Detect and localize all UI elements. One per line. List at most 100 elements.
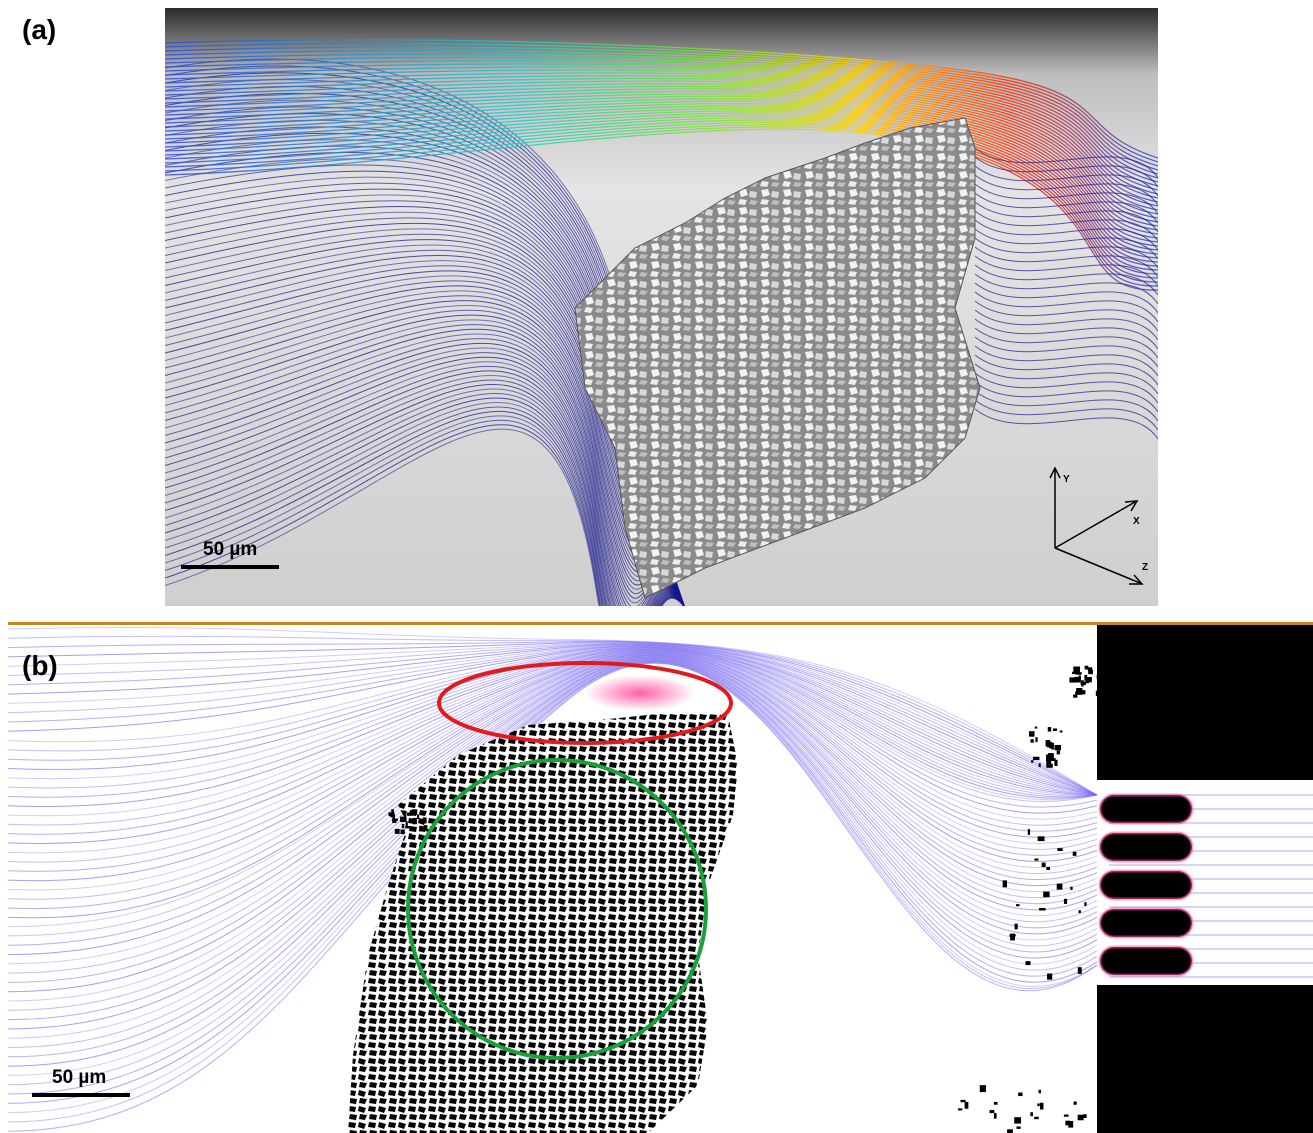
debris-particle [1034,858,1039,861]
debris-particle [406,812,413,816]
debris-particle [1039,908,1046,911]
streamline [165,402,685,606]
flow-line [8,652,1098,891]
flow-line [8,641,1098,796]
flow-line [8,660,1098,1086]
debris-particle [1073,666,1080,674]
debris-particle [1045,740,1051,747]
flow-line [8,642,1098,796]
debris-particle [394,828,400,834]
channel-pillar [1098,945,1194,977]
debris-particle [411,809,418,815]
debris-particle [1002,880,1007,888]
scale-bar-a-label: 50 µm [203,539,257,560]
streamline [165,419,685,606]
debris-particle [1080,681,1086,685]
streamline [165,384,685,606]
porous-grain-block [574,117,981,599]
scale-bar-b: 50 µm [32,1067,130,1097]
debris-particle [419,825,423,832]
wake-streamline [974,183,1158,215]
fast-streamline [165,114,1158,267]
wake-streamline [974,408,1158,440]
debris-particle [1075,672,1082,675]
flow-line [8,657,1098,1002]
debris-particle [423,825,428,831]
axis-label-x: X [1133,516,1140,527]
debris-particle [1035,737,1038,743]
debris-particle [1025,961,1031,966]
debris-particle [1096,674,1101,680]
debris-particle [1030,739,1034,743]
streamline [165,392,685,606]
flow-line [8,655,1098,974]
flow-line [8,643,1098,796]
fast-streamline [165,77,1158,207]
debris-particle [1077,967,1082,974]
fast-streamline [165,90,1158,227]
fast-streamline [165,105,1158,251]
debris-particle [1047,753,1054,760]
debris-particle [1084,902,1087,907]
wake-streamline [974,345,1158,377]
flow-line [8,646,1098,796]
debris-particle [1063,898,1068,904]
fast-streamline [165,39,1158,159]
axis-label-z: Z [1142,562,1148,573]
debris-particle [1038,1089,1041,1094]
fast-streamline [165,42,1158,163]
streamline [165,365,685,606]
flow-line [8,658,1098,1030]
panel-a-streamline-render: 50 µm Y X Z [165,8,1158,606]
debris-particle [1084,665,1089,670]
wake-streamline [974,192,1158,224]
debris-particle [401,823,405,829]
debris-particle [1049,741,1052,749]
streamline [165,379,685,606]
fast-streamline [165,80,1158,211]
debris-particle [1054,744,1062,751]
wake-streamline [974,237,1158,269]
wake-streamline [974,336,1158,368]
flow-line [8,647,1098,796]
debris-particle [1052,728,1057,731]
debris-particle [1078,910,1081,914]
panel-b-canvas: 50 µm [8,625,1313,1133]
debris-particle [1046,759,1052,765]
debris-particle [1010,933,1016,941]
fast-streamline [165,88,1158,223]
channel-pillar [1098,869,1194,901]
debris-particle [1016,904,1020,907]
debris-particle [388,812,392,816]
debris-particle [1076,687,1083,695]
fast-streamline [165,60,1158,183]
flow-line [8,648,1098,807]
flow-line [8,648,1098,798]
green-highlight-circle [406,758,708,1060]
flow-line [8,645,1098,796]
flow-line [8,658,1098,1039]
debris-particle [1014,1117,1022,1124]
streamline [165,397,685,606]
axis-triad [1049,466,1144,585]
debris-particle [392,818,398,821]
debris-particle [1072,671,1077,675]
streamline [165,356,685,606]
wake-streamline [974,264,1158,296]
debris-particle [1081,690,1086,695]
streamline [165,410,685,606]
wake-streamline [974,174,1158,206]
debris-particle [1084,674,1088,681]
wake-streamline [974,219,1158,251]
flow-line [8,647,1098,797]
debris-particle [979,1085,986,1093]
debris-particle [1068,1121,1074,1128]
debris-particle [1057,848,1063,851]
debris-particle [1051,742,1054,750]
fast-streamline [165,53,1158,175]
debris-particle [422,817,427,824]
debris-particle [1016,1126,1021,1129]
fast-streamline [165,72,1158,199]
debris-particle [412,817,417,825]
outlet-wall [1097,625,1313,1133]
